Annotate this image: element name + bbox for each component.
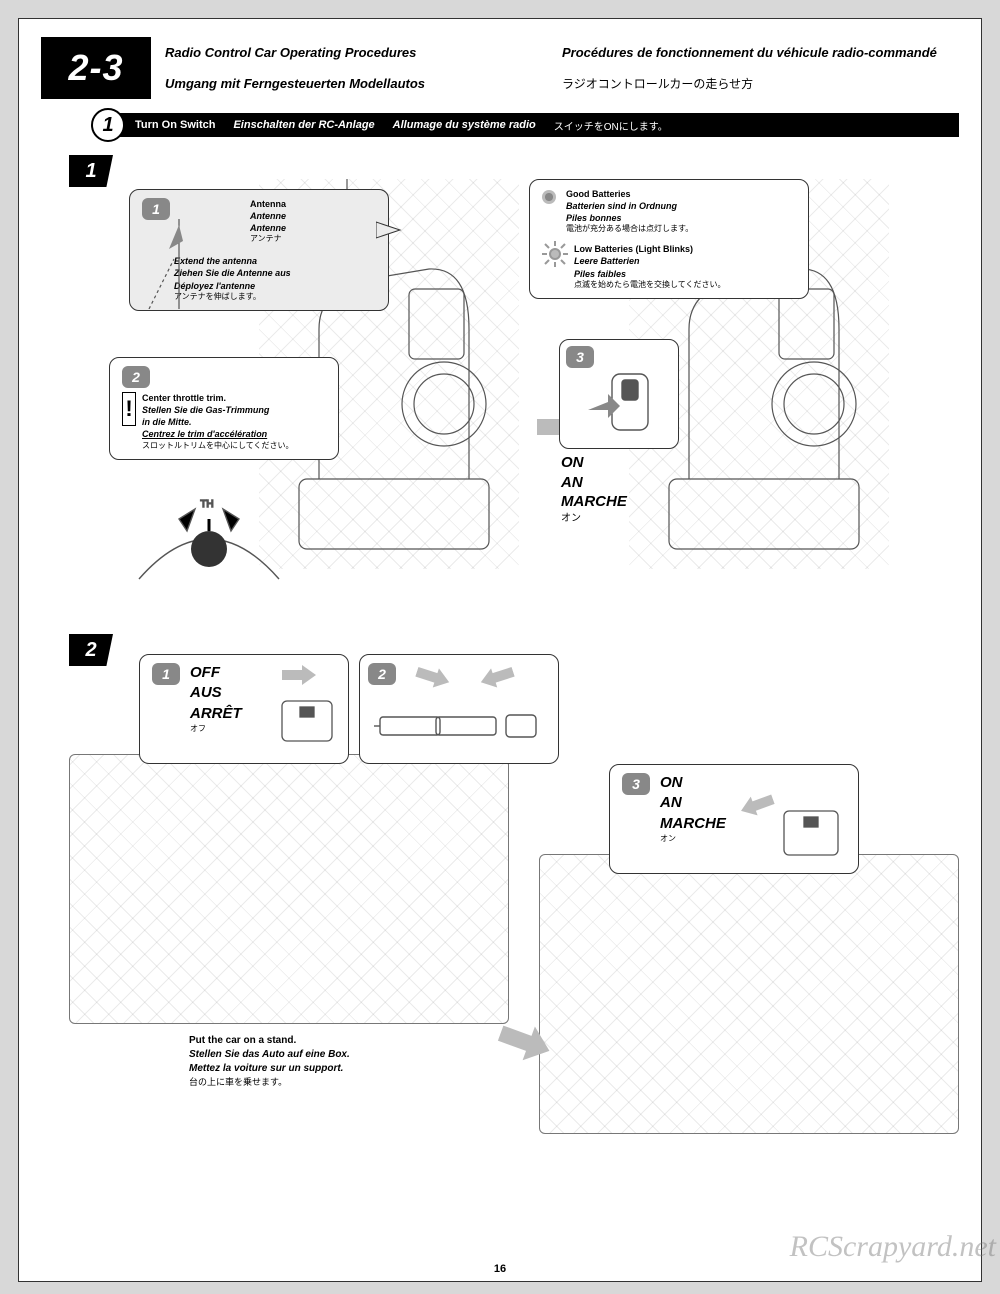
off-jp: オフ [190, 724, 242, 735]
off-en: OFF [190, 663, 242, 683]
callout-battery-status: Good Batteries Batterien sind in Ordnung… [529, 179, 809, 299]
section-title-jp: ラジオコントロールカーの走らせ方 [562, 75, 959, 92]
trim-jp: スロットルトリムを中心にしてください。 [142, 441, 294, 452]
sub-badge-2-3: 3 [622, 773, 650, 795]
car-on-en: ON [660, 773, 726, 793]
on-en: ON [561, 453, 627, 473]
antenna-de: Antenne [250, 210, 286, 222]
sub-badge-1: 1 [142, 198, 170, 220]
antenna-en: Antenna [250, 198, 286, 210]
sub-badge-2-1: 1 [152, 663, 180, 685]
led-solid-icon [542, 190, 556, 204]
callout-off: 1 OFF AUS ARRÊT オフ [139, 654, 349, 764]
callout-switch-on: 3 [559, 339, 679, 449]
diagram-panel-2: 2 1 OFF AUS ARRÊT オフ [69, 634, 959, 1174]
led-blink-icon [542, 241, 568, 267]
trim-fr: Centrez le trim d'accélération [142, 428, 294, 440]
step-1-de: Einschalten der RC-Anlage [233, 119, 374, 131]
callout-connector: 2 [359, 654, 559, 764]
antenna-detail-icon [139, 219, 209, 309]
chassis-left-illustration [69, 754, 509, 1024]
antenna-jp: アンテナ [250, 234, 286, 245]
off-de: AUS [190, 683, 242, 703]
sub-badge-2: 2 [122, 366, 150, 388]
trim-de-b: in die Mitte. [142, 416, 294, 428]
stand-fr: Mettez la voiture sur un support. [189, 1062, 350, 1076]
page-number: 16 [19, 1263, 981, 1275]
batt-low-de: Leere Batterien [574, 255, 726, 267]
batt-low-jp: 点滅を始めたら電池を交換してください。 [574, 280, 726, 291]
off-fr: ARRÊT [190, 704, 242, 724]
stand-jp: 台の上に車を乗せます。 [189, 1076, 350, 1089]
batt-good-en: Good Batteries [566, 188, 693, 200]
section-titles: Radio Control Car Operating Procedures P… [151, 37, 959, 99]
antenna-fr: Antenne [250, 222, 286, 234]
trim-en: Center throttle trim. [142, 392, 294, 404]
stand-caption: Put the car on a stand. Stellen Sie das … [189, 1034, 350, 1089]
callout-pointer-icon [376, 216, 406, 246]
car-on-fr: MARCHE [660, 814, 726, 834]
battery-connector-icon [374, 695, 550, 755]
on-label-block-tx: ON AN MARCHE オン [561, 453, 627, 525]
arrow-small-icon [282, 665, 316, 685]
arrow-small-icon [414, 662, 453, 692]
batt-good-jp: 電池が充分ある場合は点灯します。 [566, 224, 693, 235]
step-1-header: 1 Turn On Switch Einschalten der RC-Anla… [91, 111, 959, 139]
stand-de: Stellen Sie das Auto auf eine Box. [189, 1048, 350, 1062]
sub-badge-3: 3 [566, 346, 594, 368]
esc-switch-on-icon [770, 793, 850, 867]
stand-en: Put the car on a stand. [189, 1034, 350, 1048]
svg-text:TH: TH [200, 499, 213, 510]
batt-low-fr: Piles faibles [574, 268, 726, 280]
esc-switch-off-icon [272, 683, 342, 753]
manual-page: 2-3 Radio Control Car Operating Procedur… [18, 18, 982, 1282]
section-number: 2-3 [41, 37, 151, 99]
step-1-jp: スイッチをONにします。 [554, 118, 668, 133]
step-1-fr: Allumage du système radio [393, 119, 536, 131]
car-on-de: AN [660, 793, 726, 813]
diagram-1-badge: 1 [69, 155, 113, 187]
on-de: AN [561, 473, 627, 493]
batt-good-de: Batterien sind in Ordnung [566, 200, 693, 212]
batt-good-fr: Piles bonnes [566, 212, 693, 224]
step-1-bar: Turn On Switch Einschalten der RC-Anlage… [119, 113, 959, 137]
diagram-panel-1: 1 [69, 149, 959, 624]
section-title-en: Radio Control Car Operating Procedures [165, 45, 562, 60]
callout-throttle-trim: 2 ! Center throttle trim. Stellen Sie di… [109, 357, 339, 460]
section-title-fr: Procédures de fonctionnement du véhicule… [562, 45, 959, 60]
on-jp: オン [561, 512, 627, 525]
trim-dial-icon: TH [129, 479, 289, 589]
batt-low-en: Low Batteries (Light Blinks) [574, 243, 726, 255]
step-1-circle: 1 [91, 108, 125, 142]
attention-icon: ! [122, 392, 136, 426]
car-on-jp: オン [660, 834, 726, 845]
callout-car-on: 3 ON AN MARCHE オン [609, 764, 859, 874]
chassis-right-illustration [539, 854, 959, 1134]
step-1-en: Turn On Switch [135, 119, 215, 131]
section-header: 2-3 Radio Control Car Operating Procedur… [41, 37, 959, 99]
section-title-de: Umgang mit Ferngesteuerten Modellautos [165, 76, 562, 91]
arrow-small-icon [478, 662, 517, 692]
on-fr: MARCHE [561, 492, 627, 512]
diagram-2-badge: 2 [69, 634, 113, 666]
sub-badge-2-2: 2 [368, 663, 396, 685]
trim-de-a: Stellen Sie die Gas-Trimmung [142, 404, 294, 416]
